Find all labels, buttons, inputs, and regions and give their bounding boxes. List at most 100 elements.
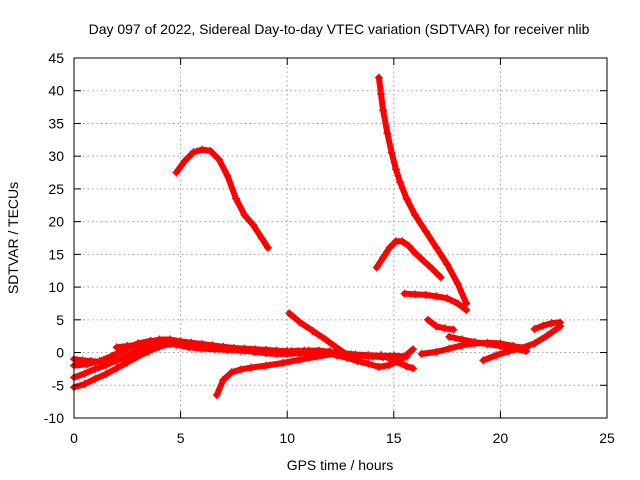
data-point (80, 369, 89, 378)
data-point (372, 263, 381, 272)
data-point (240, 345, 249, 354)
data-point (206, 146, 215, 155)
data-point (121, 353, 130, 362)
y-tick-label: 0 (56, 345, 64, 361)
data-point (398, 237, 407, 246)
data-point (453, 299, 462, 308)
data-point (530, 324, 539, 333)
x-tick-label: 15 (386, 430, 402, 446)
data-point (197, 145, 206, 154)
data-point (101, 370, 110, 379)
data-point (396, 178, 405, 187)
data-point (445, 344, 454, 353)
data-point (445, 332, 454, 341)
data-point (187, 339, 196, 348)
data-point (443, 260, 452, 269)
data-point (342, 353, 351, 362)
data-point (504, 347, 513, 356)
data-point (155, 342, 164, 351)
data-point (172, 168, 181, 177)
series-arc-small-drop (424, 316, 457, 333)
y-tick-label: 20 (48, 214, 64, 230)
data-point (293, 349, 302, 358)
y-tick-label: 25 (48, 181, 64, 197)
data-point (404, 241, 413, 250)
data-point (272, 347, 281, 356)
data-point (517, 343, 526, 352)
data-point (95, 357, 104, 366)
data-point (421, 227, 430, 236)
data-point (530, 339, 539, 348)
data-point (443, 294, 452, 303)
data-point (440, 324, 449, 333)
data-point (208, 342, 217, 351)
grid-layer (74, 58, 607, 418)
data-point (432, 322, 441, 331)
data-point (236, 365, 245, 374)
data-point (479, 356, 488, 365)
data-point (227, 368, 236, 377)
data-point (539, 321, 548, 330)
data-point (353, 357, 362, 366)
data-point (176, 337, 185, 346)
y-axis-label: SDTVAR / TECUs (5, 182, 21, 294)
data-point (129, 350, 138, 359)
data-point (408, 345, 417, 354)
data-point (144, 347, 153, 356)
data-point (400, 289, 409, 298)
data-point (214, 155, 223, 164)
data-point (229, 345, 238, 354)
chart-title: Day 097 of 2022, Sidereal Day-to-day VTE… (89, 21, 590, 37)
data-point (112, 364, 121, 373)
data-point (295, 355, 304, 364)
data-point (402, 194, 411, 203)
data-point (492, 351, 501, 360)
data-point (428, 264, 437, 273)
data-point (379, 106, 388, 115)
data-point (283, 347, 292, 356)
series-arc-mid-drop (286, 310, 350, 358)
data-point (394, 358, 403, 367)
y-tick-label: 30 (48, 148, 64, 164)
data-point (387, 148, 396, 157)
data-point (458, 335, 467, 344)
data-point (78, 356, 87, 365)
data-point (547, 319, 556, 328)
data-point (123, 342, 132, 350)
data-point (453, 279, 462, 288)
data-point (315, 347, 324, 356)
data-point (432, 347, 441, 356)
x-tick-label: 5 (177, 430, 185, 446)
y-tick-label: 40 (48, 83, 64, 99)
data-point (368, 352, 377, 361)
y-tick-label: 15 (48, 246, 64, 262)
data-point (264, 243, 273, 252)
data-point (144, 338, 153, 347)
data-point (165, 335, 174, 344)
data-point (374, 73, 383, 82)
data-point (180, 156, 189, 165)
data-point (261, 361, 270, 370)
data-point (411, 290, 420, 299)
data-point (308, 326, 317, 335)
data-point (325, 347, 334, 356)
x-axis-label: GPS time / hours (287, 457, 394, 473)
data-layer (70, 73, 565, 400)
series-arc-evening-rise (213, 350, 338, 399)
data-point (411, 249, 420, 258)
data-point (155, 335, 164, 344)
data-point (383, 129, 392, 138)
data-point (357, 351, 366, 360)
x-tick-label: 0 (70, 430, 78, 446)
x-tick-label: 25 (599, 430, 615, 446)
data-point (304, 348, 313, 357)
data-point (232, 194, 241, 203)
data-point (543, 331, 552, 340)
data-point (197, 341, 206, 350)
data-point (80, 379, 89, 388)
data-point (408, 364, 417, 373)
data-point (391, 165, 400, 174)
data-point (87, 357, 96, 366)
data-point (332, 351, 341, 360)
